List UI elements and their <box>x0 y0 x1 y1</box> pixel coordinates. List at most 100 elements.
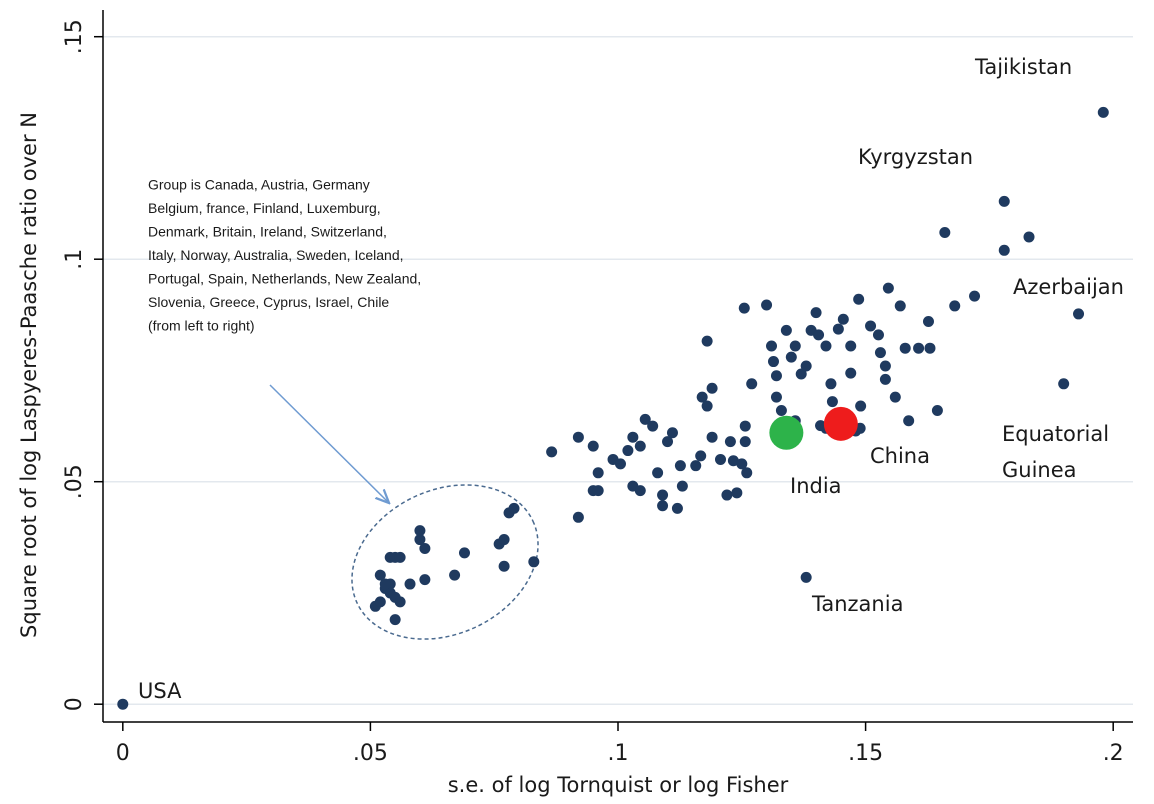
point <box>592 485 604 497</box>
point <box>572 511 584 523</box>
point <box>701 335 713 347</box>
point <box>1097 106 1109 118</box>
point <box>738 302 750 314</box>
group-ellipse <box>351 484 539 640</box>
point <box>414 534 426 546</box>
annotation: Tajikistan <box>974 55 1072 79</box>
point <box>671 502 683 514</box>
annotation: India <box>790 474 842 498</box>
point <box>789 340 801 352</box>
point <box>882 282 894 294</box>
point <box>1023 231 1035 243</box>
arrow <box>269 384 388 502</box>
point <box>724 436 736 448</box>
x-axis-title: s.e. of log Tornquist or log Fisher <box>448 773 789 797</box>
point <box>634 440 646 452</box>
point <box>674 460 686 472</box>
point <box>767 356 779 368</box>
y-tick-label: .15 <box>62 19 87 54</box>
y-axis-title: Square root of log Laspyeres-Paasche rat… <box>17 112 41 638</box>
point <box>826 396 838 408</box>
point <box>800 360 812 372</box>
point <box>922 316 934 327</box>
point <box>676 480 688 492</box>
y-tick-label: .05 <box>62 464 87 499</box>
point <box>498 534 510 546</box>
point <box>657 500 669 512</box>
point <box>845 367 857 379</box>
point <box>746 378 758 390</box>
point <box>879 360 891 372</box>
point <box>696 391 708 403</box>
point <box>998 195 1010 207</box>
point <box>379 578 391 590</box>
point <box>931 405 943 416</box>
point <box>1058 378 1070 390</box>
point <box>820 340 832 352</box>
note-line: Portugal, Spain, Netherlands, New Zealan… <box>148 271 421 287</box>
point <box>894 300 906 312</box>
point <box>845 340 857 352</box>
annotation: Guinea <box>1002 458 1077 482</box>
note-line: Group is Canada, Austria, Germany <box>148 177 370 193</box>
point <box>414 525 426 537</box>
point <box>939 227 951 238</box>
grid <box>103 35 1133 705</box>
annotation: Equatorial <box>1002 422 1109 446</box>
point <box>592 467 604 479</box>
point <box>825 378 837 390</box>
point <box>889 391 901 403</box>
point <box>721 489 733 501</box>
point <box>810 307 822 319</box>
point <box>498 560 510 572</box>
x-tick-label: .1 <box>608 741 629 766</box>
point <box>879 373 891 385</box>
annotation: Kyrgyzstan <box>858 145 973 169</box>
point <box>389 614 401 626</box>
point <box>727 455 739 467</box>
point <box>823 406 858 441</box>
point <box>394 596 406 608</box>
point <box>374 569 386 581</box>
point <box>458 547 470 559</box>
point <box>899 342 911 354</box>
point <box>872 329 884 341</box>
point <box>741 467 753 479</box>
point <box>449 569 461 581</box>
point <box>706 382 718 394</box>
point <box>795 368 807 380</box>
point <box>695 450 707 462</box>
point <box>706 431 718 443</box>
note-line: (from left to right) <box>148 318 255 334</box>
point <box>949 300 961 312</box>
point <box>865 320 877 332</box>
point <box>647 420 659 432</box>
point <box>657 489 669 501</box>
annotation: USA <box>138 679 182 703</box>
point <box>736 458 748 470</box>
point <box>775 405 787 416</box>
note-line: Slovenia, Greece, Cyprus, Israel, Chile <box>148 294 389 310</box>
point <box>508 502 520 514</box>
point <box>662 436 674 448</box>
note-line: Italy, Norway, Australia, Sweden, Icelan… <box>148 247 404 263</box>
point <box>780 324 792 336</box>
point <box>546 446 558 458</box>
point <box>924 342 936 354</box>
point <box>766 340 778 352</box>
note-line: Belgium, france, Finland, Luxemburg, <box>148 200 381 216</box>
point <box>528 556 540 568</box>
annotation: China <box>870 444 930 468</box>
point <box>800 571 812 583</box>
point <box>903 415 915 427</box>
point <box>639 413 651 425</box>
note-line: Denmark, Britain, Ireland, Switzerland, <box>148 224 387 240</box>
point <box>614 458 626 470</box>
point <box>832 323 844 335</box>
point <box>419 574 431 586</box>
x-tick-label: 0 <box>116 741 130 766</box>
point <box>739 436 751 448</box>
point <box>739 420 751 432</box>
point <box>666 427 678 439</box>
